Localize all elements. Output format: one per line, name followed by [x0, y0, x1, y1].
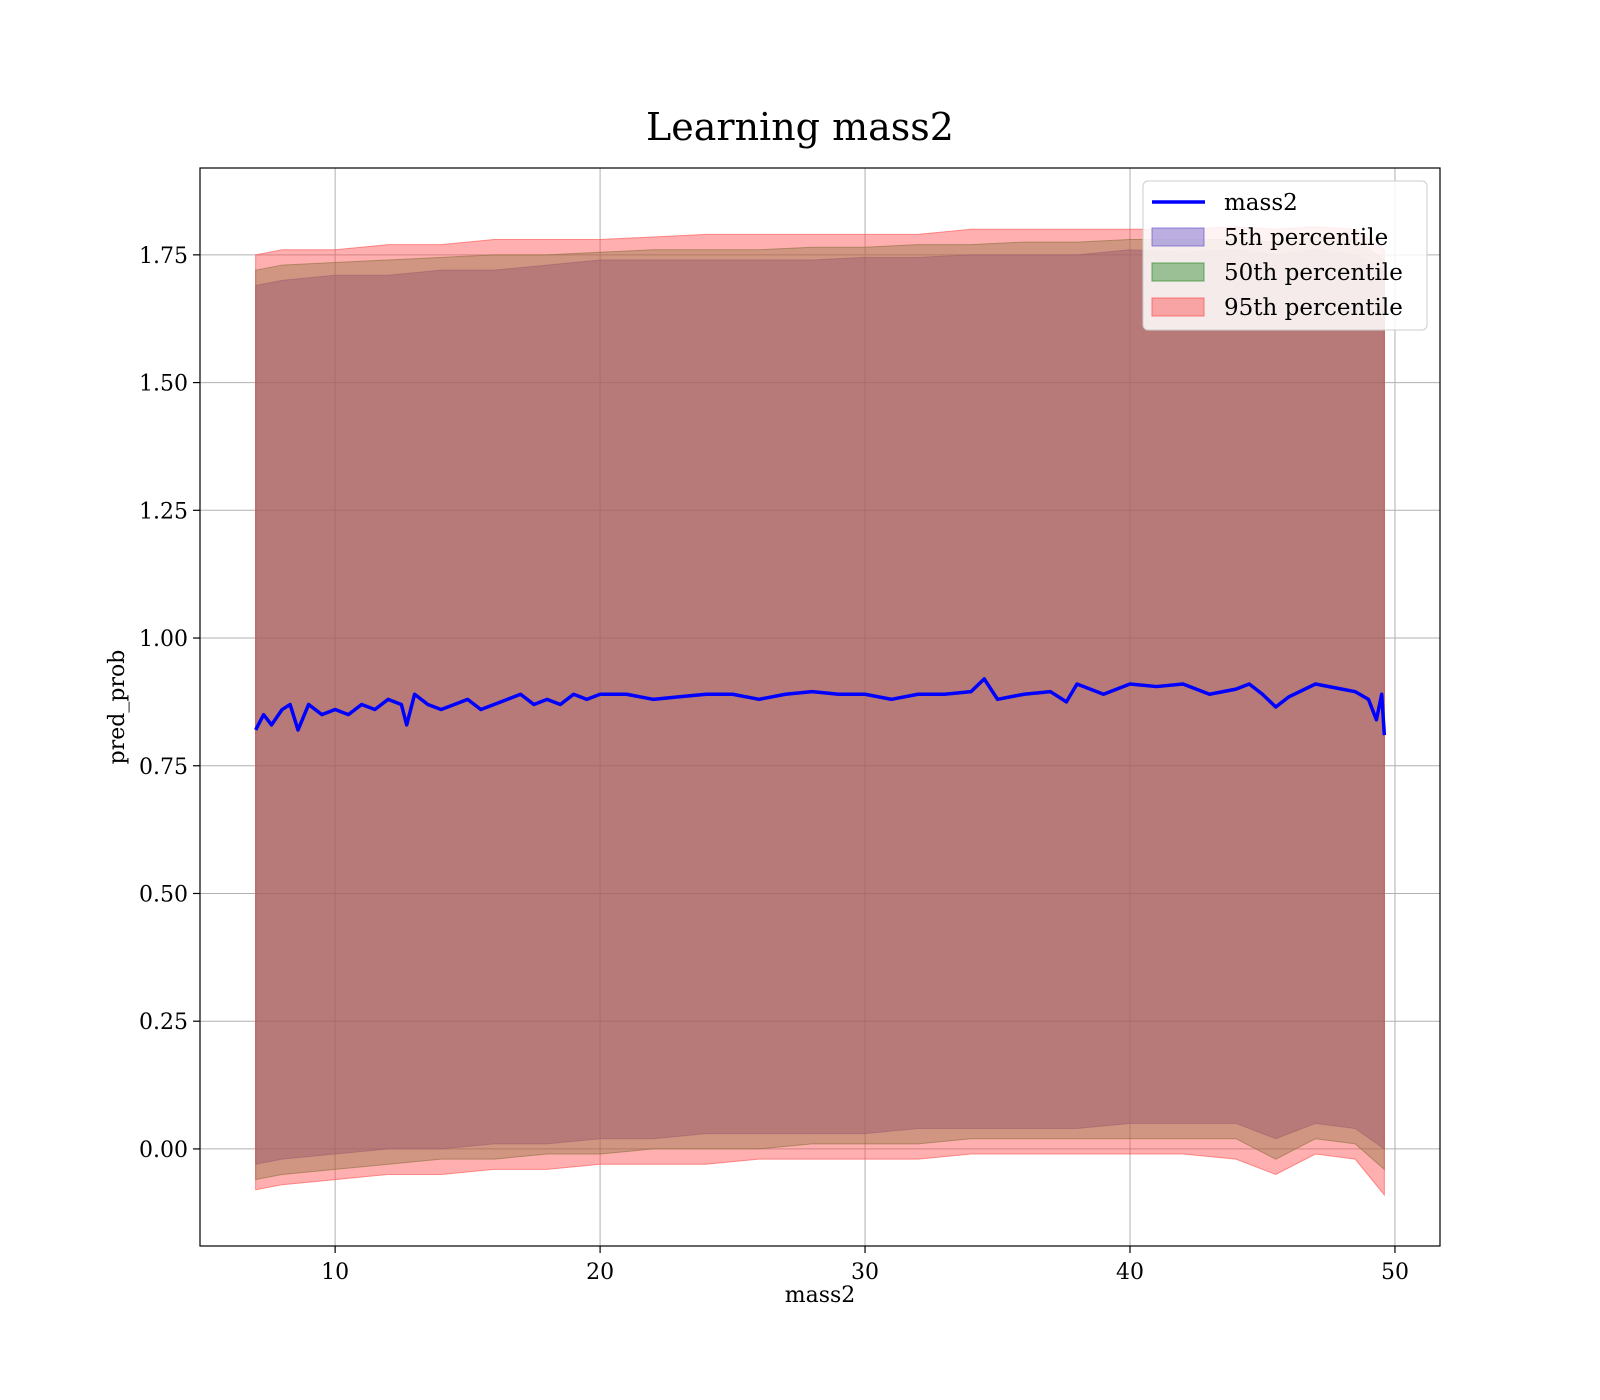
legend-label: 95th percentile: [1224, 295, 1403, 321]
chart-title: Learning mass2: [646, 105, 954, 149]
x-tick-label: 30: [851, 1260, 879, 1285]
plot-frame: [199, 167, 1441, 1247]
y-axis-label: pred_prob: [105, 650, 130, 765]
y-tick-label: 0.75: [139, 755, 188, 780]
tick-layer: 10 20 30 40 50 0.00 0.25 0.50 0.75 1.00 1.25 1.50 1.…: [139, 244, 1409, 1285]
x-tick-label: 10: [321, 1260, 349, 1285]
x-tick-label: 40: [1116, 1260, 1144, 1285]
legend-swatch-patch: [1151, 297, 1205, 317]
legend: mass2 5th percentile 50th percentile 95th p…: [1142, 180, 1428, 331]
band-p95: [255, 226, 1385, 1197]
legend-label: 50th percentile: [1224, 260, 1403, 286]
legend-item: mass2: [1152, 190, 1298, 216]
y-tick-label: 0.25: [139, 1010, 188, 1035]
legend-box: [1142, 180, 1428, 331]
legend-label: 5th percentile: [1224, 225, 1388, 251]
y-tick-label: 1.00: [139, 627, 188, 652]
x-axis-label: mass2: [785, 1283, 856, 1308]
y-tick-label: 1.75: [139, 244, 188, 269]
legend-item: 95th percentile: [1151, 295, 1403, 321]
series-line-mass2: [254, 677, 1387, 736]
legend-item: 5th percentile: [1151, 225, 1388, 251]
legend-label: mass2: [1224, 190, 1298, 216]
line-layer: [254, 677, 1387, 736]
y-tick-label: 1.50: [139, 372, 188, 397]
y-tick-label: 0.00: [139, 1138, 188, 1163]
y-tick-label: 0.50: [139, 882, 188, 907]
legend-swatch-patch: [1151, 262, 1205, 282]
band-layer: [255, 226, 1385, 1197]
x-tick-label: 20: [586, 1260, 614, 1285]
x-tick-label: 50: [1381, 1260, 1409, 1285]
legend-item: 50th percentile: [1151, 260, 1403, 286]
legend-swatch-patch: [1151, 227, 1205, 247]
y-tick-label: 1.25: [139, 499, 188, 524]
